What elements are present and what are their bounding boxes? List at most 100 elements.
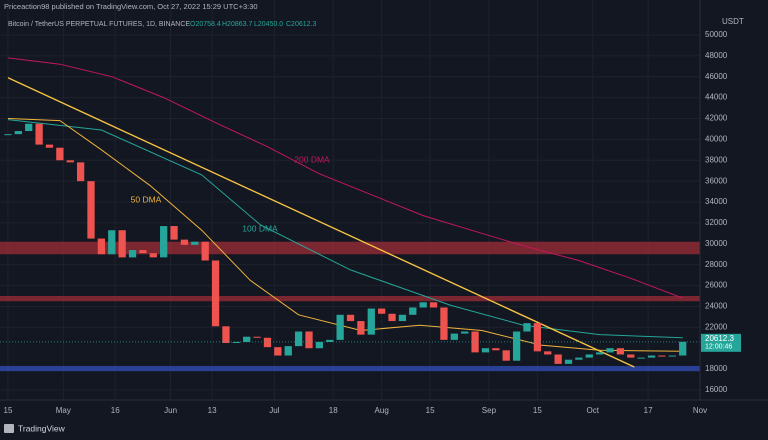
brand-icon <box>4 424 14 433</box>
x-tick-label: Jun <box>164 406 177 415</box>
y-tick-label: 42000 <box>705 114 728 123</box>
candle <box>429 302 438 308</box>
candle <box>627 354 635 358</box>
candle <box>87 181 95 239</box>
candle <box>585 354 593 358</box>
x-tick-label: Oct <box>587 406 600 415</box>
candle <box>139 250 147 254</box>
candle <box>523 323 531 332</box>
y-tick-label: 46000 <box>705 72 728 81</box>
candle <box>378 308 386 314</box>
candle <box>461 331 469 334</box>
x-tick-label: 15 <box>533 406 542 415</box>
candle <box>97 238 106 255</box>
x-tick-label: Aug <box>375 406 389 415</box>
y-tick-label: 16000 <box>705 385 728 394</box>
candle <box>357 321 365 335</box>
candle <box>502 350 510 361</box>
candle <box>201 241 209 261</box>
candle <box>274 347 282 356</box>
candle <box>180 239 189 245</box>
candle <box>14 131 22 135</box>
candle <box>222 326 230 343</box>
ohlc-label: C20612.3 <box>286 21 316 28</box>
candle <box>346 314 355 322</box>
candle <box>637 357 645 359</box>
candle <box>409 307 417 315</box>
y-tick-label: 22000 <box>705 322 728 331</box>
candle <box>35 123 43 145</box>
candle <box>284 346 292 356</box>
candle <box>596 352 604 355</box>
candle <box>294 331 303 347</box>
y-tick-label: 48000 <box>705 51 728 60</box>
candle <box>336 314 344 340</box>
candle <box>263 337 272 348</box>
candle <box>108 230 116 255</box>
symbol: Bitcoin / TetherUS PERPETUAL FUTURES, 1D… <box>8 21 190 28</box>
candle <box>658 355 666 357</box>
line-label: 100 DMA <box>242 223 278 233</box>
y-tick-label: 28000 <box>705 260 728 269</box>
ohlc-label: L20450.0 <box>254 21 283 28</box>
zone <box>0 241 700 255</box>
plot <box>0 0 701 400</box>
x-tick-label: 16 <box>111 406 120 415</box>
y-tick-label: 30000 <box>705 239 728 248</box>
candle <box>232 341 240 343</box>
candle <box>367 308 375 335</box>
candle <box>544 351 552 355</box>
candle <box>606 348 614 353</box>
trendline <box>7 77 635 368</box>
y-tick-label: 34000 <box>705 197 728 206</box>
moving-average <box>7 119 683 339</box>
candle <box>160 226 168 258</box>
candle <box>305 331 313 349</box>
ohlc-label: O20758.4 <box>190 21 221 28</box>
moving-average <box>7 57 683 299</box>
y-tick-label: 50000 <box>705 30 728 39</box>
y-tick-label: 44000 <box>705 93 728 102</box>
candle <box>170 226 178 240</box>
candle <box>25 123 33 132</box>
x-tick-label: Sep <box>482 406 497 415</box>
candle <box>118 230 126 258</box>
candle <box>450 333 458 340</box>
candle <box>533 323 542 352</box>
y-tick-label: 40000 <box>705 134 728 143</box>
candle <box>564 359 573 364</box>
x-tick-label: 15 <box>4 406 13 415</box>
candle <box>471 331 479 353</box>
candle <box>679 341 687 356</box>
candle <box>616 348 625 355</box>
candle <box>45 144 54 148</box>
candle <box>4 134 12 136</box>
candle <box>398 314 407 322</box>
price-tag-label: 20612.3 <box>705 334 734 343</box>
candle <box>481 348 490 353</box>
x-tick-label: Jul <box>269 406 279 415</box>
candle <box>149 253 157 258</box>
candle <box>512 331 521 361</box>
candle <box>554 354 562 364</box>
publisher: Priceaction98 published on TradingView.c… <box>4 2 258 11</box>
y-tick-label: 36000 <box>705 176 728 185</box>
candle <box>76 162 85 182</box>
candle <box>668 355 676 357</box>
x-tick-label: May <box>56 406 71 415</box>
candle <box>440 307 448 340</box>
zone <box>0 365 700 372</box>
countdown: 12:00:46 <box>705 344 732 351</box>
candle <box>647 355 656 358</box>
currency: USDT <box>722 17 744 26</box>
candle <box>128 250 137 258</box>
line-label: 200 DMA <box>294 154 330 164</box>
candle <box>253 336 261 338</box>
y-tick-label: 32000 <box>705 218 728 227</box>
x-tick-label: 13 <box>208 406 217 415</box>
price-tag <box>701 333 741 352</box>
ohlc-label: H20863.7 <box>222 21 252 28</box>
candle <box>66 160 74 163</box>
